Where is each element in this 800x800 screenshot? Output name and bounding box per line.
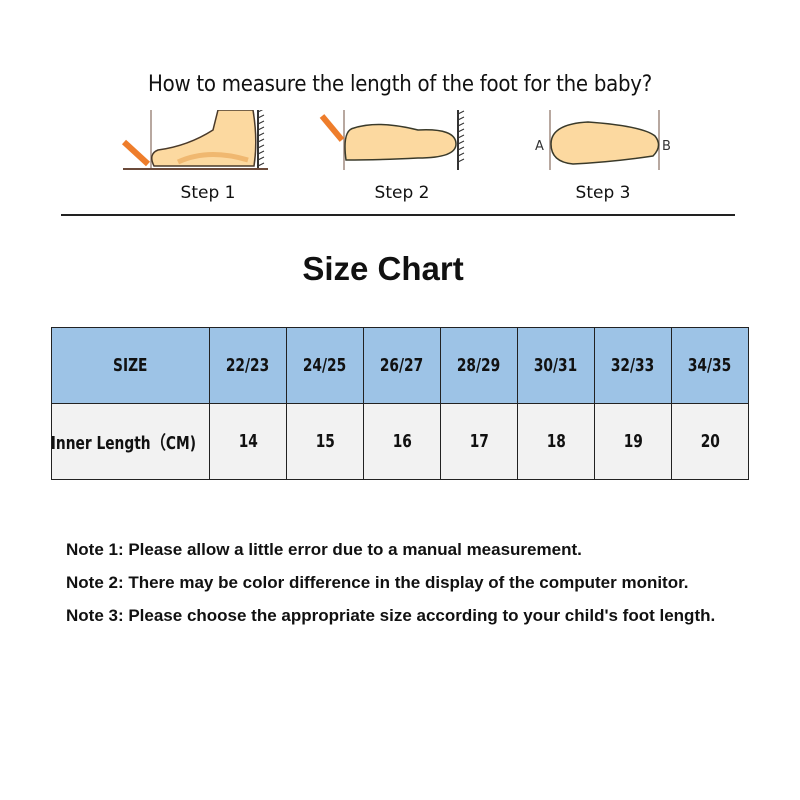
size-row: SIZE 22/23 24/25 26/27 28/29 30/31 32/33… bbox=[51, 327, 749, 404]
size-cell: 30/31 bbox=[516, 327, 595, 404]
length-cell: 17 bbox=[439, 403, 518, 480]
size-cell: 26/27 bbox=[362, 327, 441, 404]
note-2: Note 2: There may be color difference in… bbox=[66, 573, 689, 592]
point-b-label: B bbox=[662, 139, 671, 154]
note-1: Note 1: Please allow a little error due … bbox=[66, 540, 582, 559]
divider bbox=[61, 214, 735, 216]
length-cell: 19 bbox=[593, 403, 672, 480]
size-cell: 24/25 bbox=[285, 327, 364, 404]
step3-foot-outline-illustration: A B bbox=[535, 110, 671, 170]
inner-length-header-cell: Inner Length（CM) bbox=[51, 403, 210, 480]
inner-length-row: Inner Length（CM) 14 15 16 17 18 19 20 bbox=[51, 403, 749, 480]
size-cell: 34/35 bbox=[670, 327, 749, 404]
size-chart-table: SIZE 22/23 24/25 26/27 28/29 30/31 32/33… bbox=[51, 327, 749, 480]
size-cell: 28/29 bbox=[439, 327, 518, 404]
step-3-label: Step 3 bbox=[575, 183, 631, 203]
size-cell: 22/23 bbox=[208, 327, 287, 404]
step-1-label: Step 1 bbox=[180, 183, 236, 203]
length-cell: 18 bbox=[516, 403, 595, 480]
length-cell: 15 bbox=[285, 403, 364, 480]
note-3: Note 3: Please choose the appropriate si… bbox=[66, 606, 716, 625]
step1-foot-side-illustration bbox=[121, 110, 268, 170]
length-cell: 20 bbox=[670, 403, 749, 480]
step2-foot-top-illustration bbox=[319, 110, 465, 170]
size-chart-title: Size Chart bbox=[302, 250, 464, 287]
step-2-label: Step 2 bbox=[374, 183, 430, 203]
length-cell: 16 bbox=[362, 403, 441, 480]
howto-title: How to measure the length of the foot fo… bbox=[148, 72, 652, 97]
point-a-label: A bbox=[535, 139, 544, 154]
length-cell: 14 bbox=[208, 403, 287, 480]
size-cell: 32/33 bbox=[593, 327, 672, 404]
size-header-cell: SIZE bbox=[51, 327, 210, 404]
